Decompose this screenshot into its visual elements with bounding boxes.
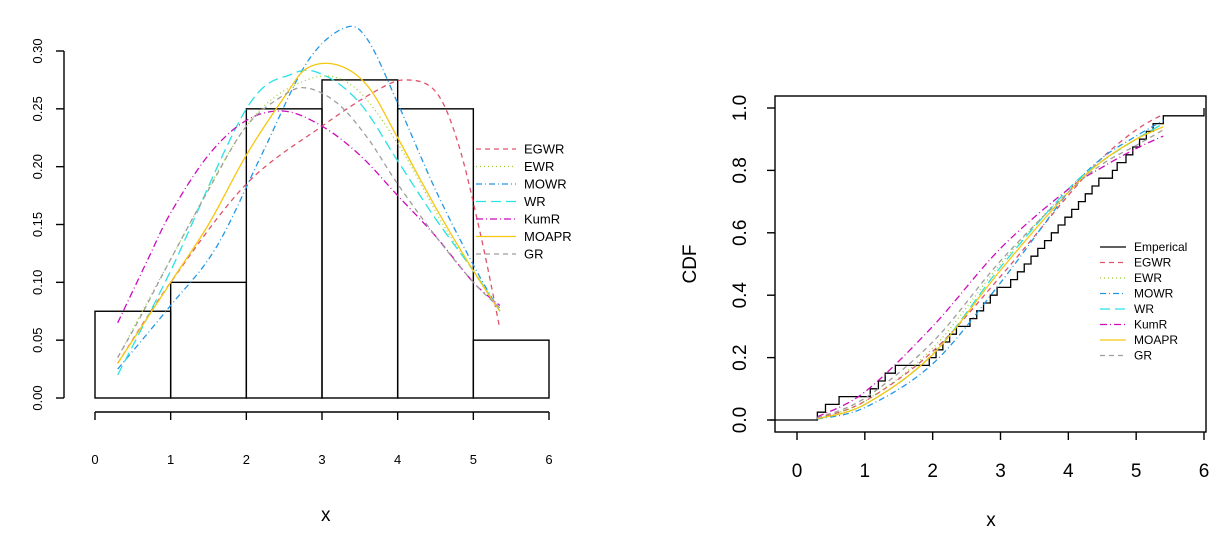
legend-label-mowr: MOWR — [1134, 287, 1174, 301]
y-tick-label: 0.0 — [730, 407, 751, 433]
y-tick-label: 0.4 — [730, 282, 751, 309]
density-curve-mowr — [117, 25, 501, 370]
x-axis-title: x — [986, 510, 996, 531]
density-curve-gr — [117, 86, 501, 358]
y-tick-label: 0.2 — [730, 344, 751, 370]
density-histogram-panel: 0.00 0.05 0.10 0.15 0.20 0.25 0.30 0 1 2 3 4 5 6 x EGWR… — [30, 25, 572, 526]
y-tick-label: 0.10 — [30, 270, 45, 295]
x-tick-label: 2 — [243, 452, 250, 467]
legend-label-egwr: EGWR — [1134, 256, 1172, 270]
legend-label-emperical: Emperical — [1134, 240, 1187, 254]
x-tick-label: 4 — [1063, 461, 1074, 482]
x-tick-label: 1 — [860, 461, 871, 482]
legend-label-moapr: MOAPR — [1134, 333, 1178, 347]
histogram-bar — [396, 108, 475, 399]
y-tick-label: 0.15 — [30, 212, 45, 237]
legend-label-mowr: MOWR — [524, 177, 567, 192]
legend-label-moapr: MOAPR — [524, 229, 572, 244]
density-curve-kumr — [117, 110, 501, 324]
density-curve-egwr — [117, 79, 501, 364]
x-tick-label: 1 — [167, 452, 174, 467]
x-tick-label: 6 — [545, 452, 552, 467]
x-tick-label: 5 — [470, 452, 477, 467]
histogram-bar — [169, 281, 248, 399]
density-curve-ewr — [117, 75, 501, 358]
legend-label-wr: WR — [524, 194, 546, 209]
cdf-panel: 0.0 0.2 0.4 0.6 0.8 1.0 CDF 0 1 2 3 4 5 6 x Emperical EG… — [680, 95, 1209, 531]
histogram-bar — [94, 310, 172, 399]
cdf-curve-ewr — [817, 123, 1164, 420]
legend-label-gr: GR — [524, 247, 544, 262]
x-axis-title: x — [321, 505, 331, 526]
legend-label-egwr: EGWR — [524, 142, 564, 157]
x-tick-label: 4 — [394, 452, 401, 467]
x-tick-label: 3 — [318, 452, 325, 467]
legend-label-wr: WR — [1134, 302, 1154, 316]
x-tick-label: 5 — [1131, 461, 1142, 482]
x-tick-label: 0 — [91, 452, 98, 467]
x-tick-label: 0 — [792, 461, 803, 482]
y-tick-label: 1.0 — [730, 95, 751, 121]
y-tick-label: 0.6 — [730, 220, 751, 246]
cdf-curve-egwr — [817, 113, 1164, 420]
density-curve-moapr — [117, 62, 501, 364]
legend-label-kumr: KumR — [1134, 318, 1168, 332]
cdf-curve-kumr — [817, 135, 1164, 418]
y-axis-title: CDF — [680, 244, 701, 283]
cdf-curve-moapr — [817, 126, 1164, 420]
density-curve-wr — [117, 69, 501, 376]
y-tick-label: 0.8 — [730, 157, 751, 183]
x-tick-label: 6 — [1199, 461, 1210, 482]
x-tick-label: 2 — [927, 461, 938, 482]
y-tick-label: 0.30 — [30, 38, 45, 63]
y-tick-label: 0.00 — [30, 385, 45, 410]
cdf-curve-gr — [817, 129, 1164, 419]
legend-label-ewr: EWR — [524, 159, 554, 174]
empirical-cdf-step — [769, 108, 1205, 421]
cdf-curve-mowr — [817, 119, 1164, 420]
cdf-curve-wr — [817, 123, 1164, 420]
legend-label-kumr: KumR — [524, 212, 560, 227]
y-tick-label: 0.20 — [30, 154, 45, 179]
legend-label-ewr: EWR — [1134, 271, 1162, 285]
legend-label-gr: GR — [1134, 349, 1152, 363]
plot-frame — [774, 95, 1207, 433]
histogram-bar — [472, 339, 550, 399]
x-tick-label: 3 — [995, 461, 1006, 482]
y-tick-label: 0.25 — [30, 96, 45, 121]
y-tick-label: 0.05 — [30, 328, 45, 353]
